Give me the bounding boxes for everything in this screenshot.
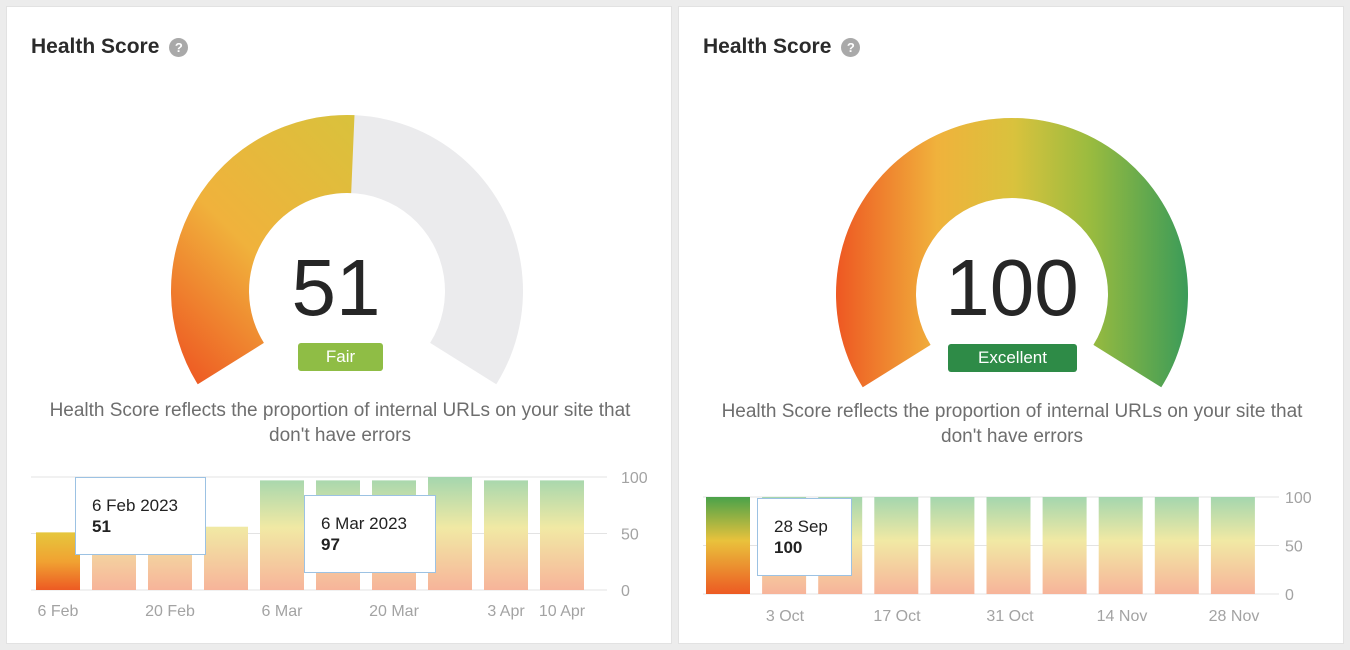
score-description: Health Score reflects the proportion of … xyxy=(721,401,1303,447)
card-header: Health Score ? xyxy=(31,35,189,59)
score-bar[interactable] xyxy=(986,497,1031,594)
question-circle-icon[interactable]: ? xyxy=(841,37,861,57)
health-score-card: Health Score ? 100 Excellent Health Scor… xyxy=(678,6,1344,644)
health-score-gauge xyxy=(170,114,523,385)
card-title: Health Score xyxy=(703,35,832,58)
tooltip-value: 51 xyxy=(92,517,111,536)
gauge-fill xyxy=(170,114,355,385)
x-tick-label: 6 Feb xyxy=(38,603,79,620)
chart-tooltip: 6 Mar 2023 97 xyxy=(304,495,436,573)
gauge-fill xyxy=(836,118,1188,388)
tooltip-date: 6 Feb 2023 xyxy=(92,496,179,515)
score-bar[interactable] xyxy=(1210,497,1255,594)
y-tick-label: 50 xyxy=(621,527,639,544)
score-bar[interactable] xyxy=(706,497,750,594)
y-tick-label: 0 xyxy=(621,583,630,600)
tooltip-date: 6 Mar 2023 xyxy=(321,514,407,533)
score-bar[interactable] xyxy=(204,526,248,590)
x-tick-label: 31 Oct xyxy=(986,608,1034,625)
tooltip-value: 100 xyxy=(774,538,803,557)
tooltip-value: 97 xyxy=(321,535,340,554)
x-tick-label: 20 Mar xyxy=(369,603,419,620)
score-value: 100 xyxy=(945,243,1079,332)
score-bar[interactable] xyxy=(874,497,919,594)
x-tick-label: 17 Oct xyxy=(873,608,921,625)
health-score-gauge xyxy=(836,118,1188,388)
x-tick-label: 10 Apr xyxy=(539,603,586,620)
score-bar[interactable] xyxy=(930,497,975,594)
x-tick-label: 14 Nov xyxy=(1097,608,1148,625)
y-tick-label: 100 xyxy=(621,470,648,487)
x-tick-label: 3 Apr xyxy=(487,603,525,620)
card-header: Health Score ? xyxy=(703,35,861,59)
tooltip-date: 28 Sep xyxy=(774,517,828,536)
x-tick-label: 28 Nov xyxy=(1209,608,1260,625)
rating-badge: Fair xyxy=(298,343,383,371)
y-tick-label: 0 xyxy=(1285,587,1294,604)
rating-badge: Excellent xyxy=(948,344,1077,372)
score-bar[interactable] xyxy=(36,532,80,590)
chart-tooltip: 6 Feb 2023 51 xyxy=(75,477,206,555)
score-bar[interactable] xyxy=(540,480,584,590)
card-title: Health Score xyxy=(31,35,160,58)
score-value: 51 xyxy=(291,243,381,332)
score-bar[interactable] xyxy=(260,480,304,590)
health-score-card: Health Score ? 51 Fair Health Score refl… xyxy=(6,6,672,644)
question-circle-icon[interactable]: ? xyxy=(169,37,189,57)
x-tick-label: 3 Oct xyxy=(766,608,805,625)
score-description: Health Score reflects the proportion of … xyxy=(49,400,631,446)
y-tick-label: 50 xyxy=(1285,539,1303,556)
score-bar[interactable] xyxy=(484,480,528,590)
score-bar[interactable] xyxy=(1098,497,1143,594)
chart-tooltip: 28 Sep 100 xyxy=(757,498,852,576)
x-tick-label: 6 Mar xyxy=(262,603,304,620)
x-tick-label: 20 Feb xyxy=(145,603,195,620)
score-bar[interactable] xyxy=(1154,497,1199,594)
score-bar[interactable] xyxy=(1042,497,1087,594)
y-tick-label: 100 xyxy=(1285,490,1312,507)
